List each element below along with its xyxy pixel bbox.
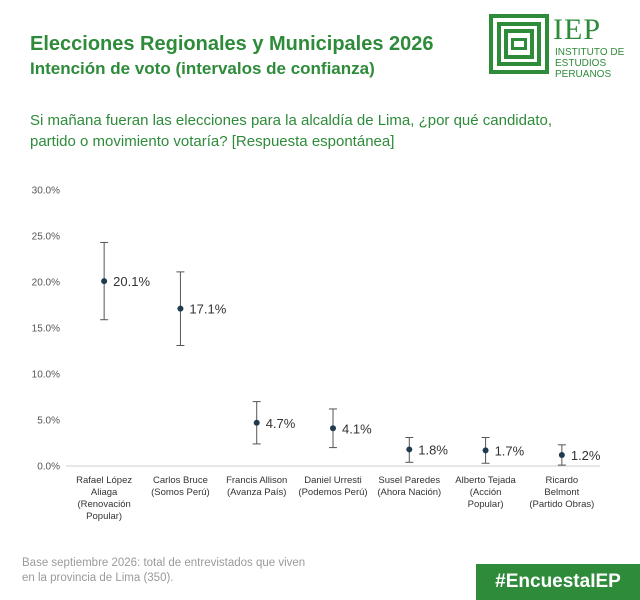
confidence-interval-chart: 30.0% 25.0% 20.0% 15.0% 10.0% 5.0% 0.0% 20.1% Ra… xyxy=(32,186,601,523)
data-label: 4.1% xyxy=(342,421,372,436)
hashtag-badge: #EncuestaIEP xyxy=(476,564,640,600)
category-label-line: (Somos Perú) xyxy=(151,487,210,498)
page-title: Elecciones Regionales y Municipales 2026 xyxy=(30,33,434,55)
data-label: 4.7% xyxy=(266,416,296,431)
category-label: Carlos Bruce (Somos Perú) xyxy=(151,475,210,498)
category-label-line: (Ahora Nación) xyxy=(377,487,441,498)
category-label-line: Popular) xyxy=(468,499,504,510)
category-label-line: Rafael López xyxy=(76,475,132,486)
data-point xyxy=(406,446,413,453)
data-label: 17.1% xyxy=(189,302,226,317)
y-tick-label: 15.0% xyxy=(32,324,60,335)
category-label-line: (Renovación xyxy=(77,499,130,510)
category-label-line: Ricardo xyxy=(545,475,578,486)
data-point xyxy=(177,305,184,312)
data-label: 1.8% xyxy=(418,442,448,457)
category-label-line: Daniel Urresti xyxy=(304,475,362,486)
footnote: Base septiembre 2026: total de entrevist… xyxy=(22,556,305,586)
y-tick-label: 5.0% xyxy=(37,416,60,427)
logo-line-1: INSTITUTO DE xyxy=(555,47,625,58)
logo-line-3: PERUANOS xyxy=(555,69,612,80)
category-label-line: Aliaga xyxy=(91,487,118,498)
y-tick-label: 30.0% xyxy=(32,186,60,197)
category-label-line: Carlos Bruce xyxy=(153,475,208,486)
iep-logo-icon xyxy=(489,14,549,74)
data-point xyxy=(558,451,565,458)
data-label: 1.7% xyxy=(495,443,525,458)
category-label: Daniel Urresti (Podemos Perú) xyxy=(298,475,367,498)
footnote-line-1: Base septiembre 2026: total de entrevist… xyxy=(22,557,306,569)
category-label: Rafael López Aliaga (Renovación Popular) xyxy=(76,475,132,522)
category-label: Francis Allison (Avanza País) xyxy=(226,475,287,498)
y-tick-label: 0.0% xyxy=(37,462,60,473)
data-point xyxy=(253,419,260,426)
category-label-line: (Avanza País) xyxy=(227,487,287,498)
footnote-line-2: en la provincia de Lima (350). xyxy=(22,572,174,584)
category-label-line: Susel Paredes xyxy=(378,475,440,486)
category-label-line: Francis Allison xyxy=(226,475,287,486)
category-label: Alberto Tejada (Acción Popular) xyxy=(455,475,516,510)
y-tick-label: 20.0% xyxy=(32,278,60,289)
iep-logo: IEP INSTITUTO DE ESTUDIOS PERUANOS xyxy=(489,13,627,80)
category-label: Susel Paredes (Ahora Nación) xyxy=(377,475,441,498)
data-point xyxy=(330,425,336,432)
category-label-line: Alberto Tejada xyxy=(455,475,516,486)
data-point xyxy=(482,447,489,454)
survey-question: Si mañana fueran las elecciones para la … xyxy=(30,112,552,150)
category-label-line: (Acción xyxy=(470,487,502,498)
category-label: Ricardo Belmont (Partido Obras) xyxy=(529,475,594,510)
y-tick-label: 25.0% xyxy=(32,232,60,243)
data-label: 1.2% xyxy=(571,448,601,463)
data-label: 20.1% xyxy=(113,274,150,289)
category-label-line: (Partido Obras) xyxy=(529,499,594,510)
category-label-line: Belmont xyxy=(544,487,579,498)
category-label-line: (Podemos Perú) xyxy=(298,487,367,498)
category-label-line: Popular) xyxy=(86,511,122,522)
logo-brand: IEP xyxy=(553,13,601,46)
y-tick-label: 10.0% xyxy=(32,370,60,381)
data-point xyxy=(101,278,108,285)
page-subtitle: Intención de voto (intervalos de confian… xyxy=(30,59,375,78)
logo-line-2: ESTUDIOS xyxy=(555,58,607,69)
